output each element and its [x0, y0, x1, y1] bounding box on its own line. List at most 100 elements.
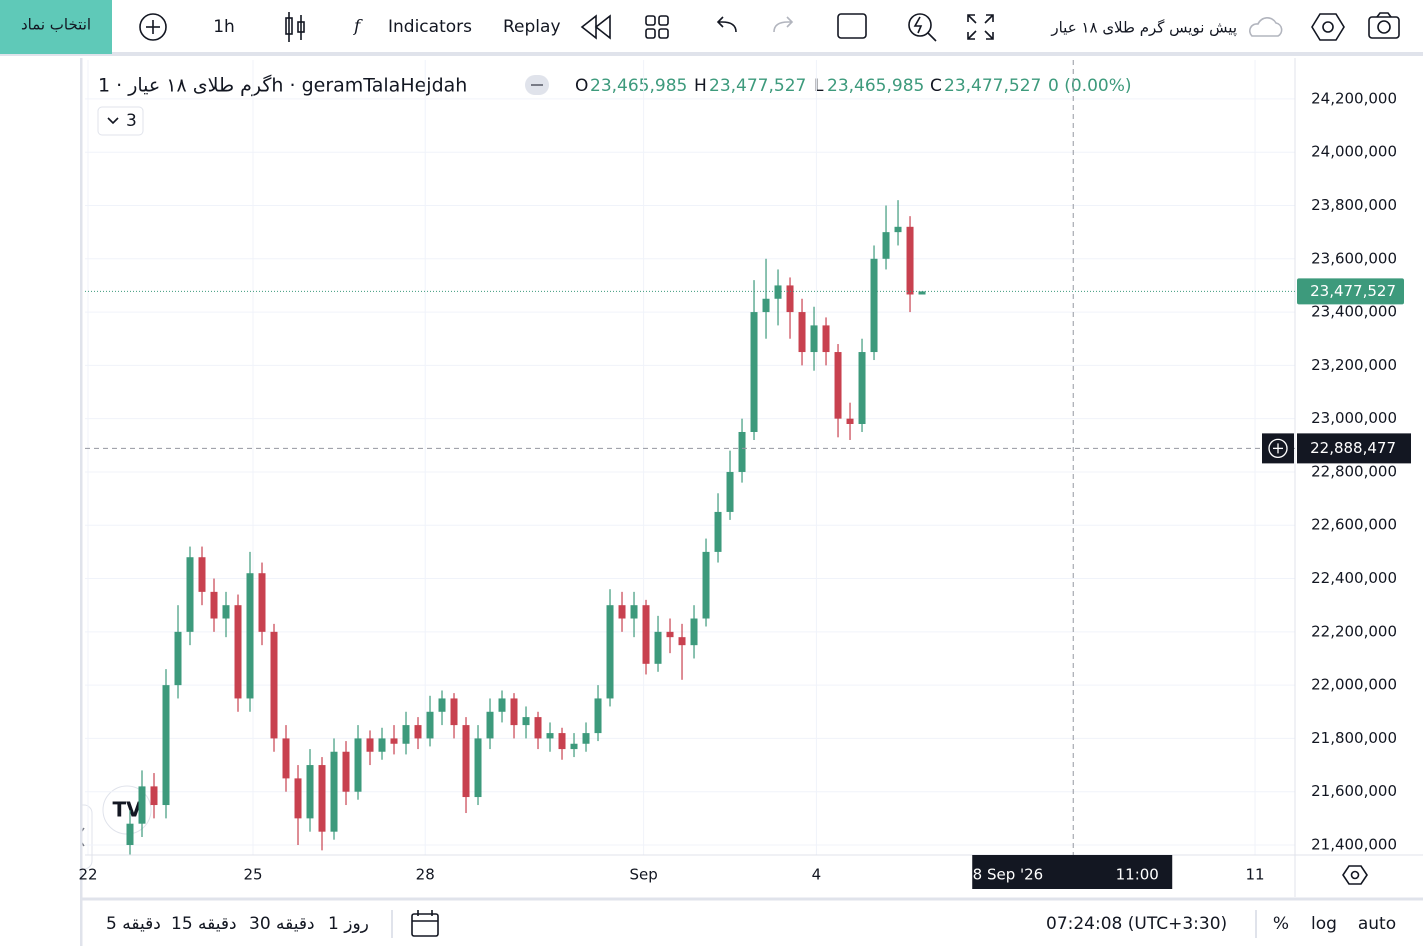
- layout-icon[interactable]: [645, 15, 669, 39]
- y-tick-label: 22,200,000: [1311, 622, 1397, 640]
- logo: TV: [112, 798, 142, 822]
- candle-body: [762, 298, 770, 313]
- candle-body: [558, 733, 566, 750]
- candle-body: [450, 698, 458, 726]
- candle-body: [738, 431, 746, 472]
- alert-icon[interactable]: [908, 13, 937, 42]
- y-tick-label: 23,800,000: [1311, 196, 1397, 214]
- cloud-icon: [1248, 17, 1283, 37]
- candle-body: [666, 631, 674, 638]
- crosshair-price-label: 22,888,477: [1310, 439, 1396, 457]
- y-tick-label: 22,800,000: [1311, 462, 1397, 480]
- symbol-legend: گرم طلای ۱۸ عیار · 1h · geramTalaHejdah: [98, 74, 467, 97]
- ohlc-h-label: H: [694, 76, 707, 96]
- candle-body: [798, 312, 806, 353]
- candle-body: [294, 778, 302, 819]
- candle-body: [282, 738, 290, 779]
- candle-body: [858, 352, 866, 424]
- candle-body: [246, 573, 254, 699]
- draft-title: پیش نویس گرم طلای ۱۸ عیار: [1050, 19, 1237, 38]
- candle-body: [378, 738, 386, 752]
- range-button[interactable]: 15 دقیقه: [171, 914, 237, 934]
- camera-icon[interactable]: [1368, 12, 1400, 39]
- candle-body: [654, 631, 662, 664]
- candle-body: [834, 352, 842, 419]
- candle-body: [222, 605, 230, 619]
- candle-body: [714, 511, 722, 552]
- candle-body: [618, 605, 626, 619]
- y-tick-label: 21,400,000: [1311, 836, 1397, 854]
- fullscreen-box-icon[interactable]: [837, 13, 867, 39]
- fx-icon[interactable]: f: [352, 17, 363, 37]
- ohlc-change: 0 (0.00%): [1048, 76, 1132, 96]
- redo-icon[interactable]: [773, 16, 794, 33]
- candle-body: [498, 698, 506, 712]
- indicator-badge[interactable]: [97, 106, 144, 136]
- candle-body: [138, 786, 146, 824]
- range-button[interactable]: 5 دقیقه: [106, 914, 161, 934]
- candle-body: [462, 725, 470, 798]
- candle-body: [438, 698, 446, 712]
- range-button[interactable]: 30 دقیقه: [249, 914, 315, 934]
- x-tick-label: 25: [243, 866, 262, 884]
- candle-body: [426, 711, 434, 739]
- candle-body: [366, 738, 374, 752]
- x-tick-label: 22: [78, 866, 97, 884]
- undo-icon[interactable]: [716, 16, 737, 33]
- candle-body: [534, 717, 542, 739]
- axis-settings-icon[interactable]: [1342, 865, 1368, 885]
- last-price-label: 23,477,527: [1310, 282, 1396, 300]
- candle-body: [822, 325, 830, 353]
- candle-body: [750, 312, 758, 432]
- crosshair-time-label: 11:00: [1116, 866, 1159, 884]
- candle-body: [546, 733, 554, 739]
- candle-body: [330, 751, 338, 832]
- candle-body: [402, 725, 410, 744]
- range-button[interactable]: 1 روز: [328, 914, 369, 934]
- symbol-button[interactable]: [0, 0, 112, 54]
- ohlc-h: 23,477,527: [709, 76, 806, 96]
- y-tick-label: 22,600,000: [1311, 516, 1397, 534]
- candle-body: [174, 631, 182, 686]
- y-tick-label: 22,400,000: [1311, 569, 1397, 587]
- candle-body: [186, 557, 194, 632]
- candle-body: [162, 685, 170, 806]
- expand-icon[interactable]: [967, 14, 994, 40]
- settings-icon[interactable]: [1311, 13, 1345, 41]
- percent-toggle[interactable]: %: [1273, 914, 1289, 934]
- chart-type-icon[interactable]: [285, 12, 305, 42]
- candle-body: [702, 551, 710, 619]
- symbol-button-label[interactable]: انتخاب نماد: [21, 16, 91, 34]
- candle-body: [126, 823, 134, 846]
- add-symbol-icon[interactable]: [139, 13, 167, 41]
- candle-body: [198, 557, 206, 592]
- y-tick-label: 21,800,000: [1311, 729, 1397, 747]
- candle-body: [522, 717, 530, 726]
- candle-body: [354, 738, 362, 792]
- ohlc-legend: O 23,465,985 H 23,477,527 L 23,465,985 C 23,477…: [575, 76, 1132, 96]
- y-tick-label: 23,400,000: [1311, 303, 1397, 321]
- log-toggle[interactable]: log: [1311, 914, 1337, 934]
- y-tick-label: 23,000,000: [1311, 409, 1397, 427]
- candle-body: [810, 325, 818, 353]
- interval-button[interactable]: 1h: [213, 17, 235, 37]
- candle-body: [486, 711, 494, 739]
- ohlc-o-label: O: [575, 76, 588, 96]
- candle-body: [870, 258, 878, 353]
- goto-date-icon[interactable]: [411, 910, 439, 937]
- x-tick-label: 4: [812, 866, 822, 884]
- auto-toggle[interactable]: auto: [1358, 914, 1396, 934]
- candle-body: [690, 618, 698, 646]
- replay-button[interactable]: Replay: [503, 17, 561, 37]
- candle-body: [474, 738, 482, 798]
- indicators-button[interactable]: Indicators: [388, 17, 472, 37]
- candle-body: [786, 285, 794, 313]
- candle-body: [630, 605, 638, 619]
- replay-icon[interactable]: [580, 14, 611, 40]
- left-toolbar: [0, 58, 80, 946]
- candle-body: [258, 573, 266, 632]
- x-tick-label: 11: [1245, 866, 1264, 884]
- candle-body: [150, 786, 158, 806]
